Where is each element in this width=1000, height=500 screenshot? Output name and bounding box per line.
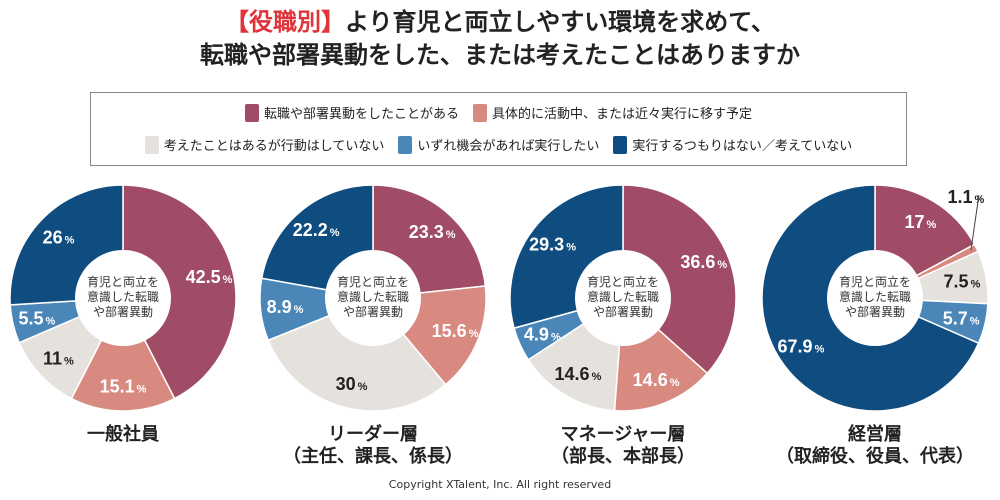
chart-caption: マネージャー層 （部長、本部長） [551,424,695,467]
donut-hole [575,250,671,346]
center-label: 意識した転職 [337,289,409,304]
center-label: 意識した転職 [87,289,159,304]
chart-title: 【役職別】より育児と両立しやすい環境を求めて、 転職や部署異動をした、または考え… [0,6,1000,72]
title-highlight: 【役職別】 [224,8,345,36]
legend-label: 実行するつもりはない／考えていない [632,139,853,154]
donut-hole [75,250,171,346]
donut-slice [622,184,737,375]
center-label: や部署異動 [93,304,153,319]
chart-caption: 経営層 （取締役、役員、代表） [776,424,974,467]
legend-item: 具体的に活動中、または近々実行に移す予定 [473,103,752,122]
copyright: Copyright XTalent, Inc. All right reserv… [388,478,612,491]
center-label: や部署異動 [343,304,403,319]
legend: 転職や部署異動をしたことがある 具体的に活動中、または近々実行に移す予定 考えた… [90,92,907,166]
title-line2: 転職や部署異動をした、または考えたことはありますか [200,41,800,69]
legend-item: いずれ機会があれば実行したい [398,135,599,154]
donut-slice [70,296,176,412]
donut-slice [122,184,237,400]
legend-item: 考えたことはあるが行動はしていない [144,135,385,154]
chart-caption: 一般社員 [87,424,159,445]
legend-label: いずれ機会があれば実行したい [417,139,600,154]
chart-caption: リーダー層 （主任、課長、係長） [283,424,463,467]
center-label: 育児と両立を [87,274,159,289]
center-label: や部署異動 [593,304,653,319]
legend-label: 転職や部署異動をしたことがある [263,107,459,122]
center-label: 意識した転職 [839,289,911,304]
legend-swatch [613,135,628,154]
legend-label: 考えたことはあるが行動はしていない [163,139,385,154]
legend-swatch [473,103,487,122]
legend-swatch [244,103,259,122]
legend-item: 実行するつもりはない／考えていない [613,135,852,154]
leader-line [970,194,980,251]
center-label: 育児と両立を [337,274,409,289]
donut-hole [325,250,421,346]
title-line1: より育児と両立しやすい環境を求めて、 [344,8,776,36]
legend-label: 具体的に活動中、または近々実行に移す予定 [492,107,753,122]
center-label: 育児と両立を [839,274,911,289]
legend-swatch [144,135,159,154]
donut-hole [827,250,923,346]
legend-item: 転職や部署異動をしたことがある [244,103,459,122]
legend-swatch [398,135,413,154]
donut-slice [267,297,447,412]
data-label: 1.1% [948,187,985,207]
center-label: 育児と両立を [587,274,659,289]
center-label: 意識した転職 [587,289,659,304]
center-label: や部署異動 [845,304,905,319]
